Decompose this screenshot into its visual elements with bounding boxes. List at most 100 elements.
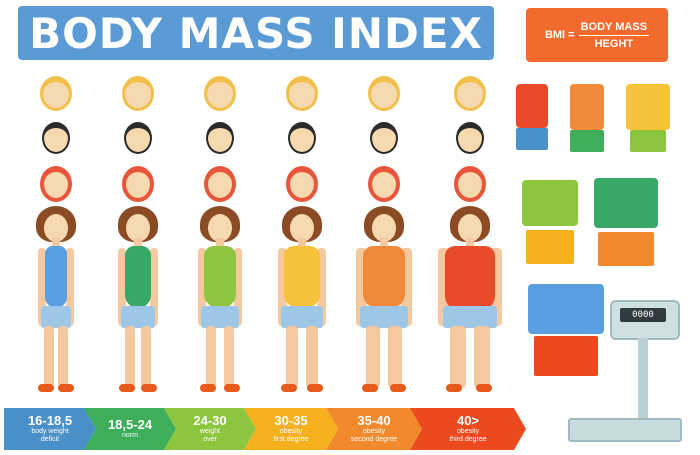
red-hair-face-icon: [454, 166, 486, 202]
scale-head: 0000: [610, 300, 680, 340]
woman-shoe: [390, 384, 406, 392]
bmi-segment: 35-40 obesity second degree: [326, 408, 422, 450]
bmi-category-bar: 16-18,5 body weight deficit 18,5-24 norm…: [4, 408, 534, 450]
woman-arm: [278, 248, 287, 326]
woman-leg: [206, 326, 216, 388]
woman-leg: [58, 326, 68, 388]
bmi-desc: first degree: [273, 436, 309, 443]
red-hair-face-icon: [40, 166, 72, 202]
swimsuit-top-icon: [516, 84, 548, 128]
woman-shorts: [121, 306, 155, 328]
woman-arm: [198, 248, 206, 326]
woman-arm: [234, 248, 242, 326]
woman-head: [44, 214, 68, 242]
clothes-set-green: [564, 84, 610, 166]
bmi-desc: deficit: [40, 436, 60, 443]
woman-shoe: [224, 384, 240, 392]
woman-leg: [306, 326, 318, 388]
formula-numerator: BODY MASS: [578, 21, 650, 36]
bmi-desc: over: [203, 436, 217, 443]
woman-leg: [125, 326, 135, 388]
woman-arm: [317, 248, 326, 326]
clothes-set-blue: [510, 84, 554, 166]
bmi-segment: 30-35 obesity first degree: [244, 408, 338, 450]
woman-neck: [216, 238, 224, 248]
woman-shoe: [476, 384, 492, 392]
shorts-icon: [526, 230, 574, 264]
woman-leg: [286, 326, 298, 388]
page-title: BODY MASS INDEX: [29, 8, 483, 58]
woman-neck: [52, 238, 60, 248]
bmi-range: 40>: [456, 413, 480, 428]
woman-leg: [450, 326, 466, 388]
bmi-segment: 40> obesity third degree: [410, 408, 526, 450]
bmi-desc: third degree: [449, 436, 487, 443]
woman-arm: [401, 248, 412, 326]
blonde-face-icon: [40, 76, 72, 111]
bmi-segment: 18,5-24 norm: [84, 408, 176, 450]
woman-arm: [150, 248, 158, 326]
bmi-segment: 16-18,5 body weight deficit: [4, 408, 96, 450]
figure-obesity-2: [344, 70, 424, 400]
dark-hair-face-icon: [288, 122, 316, 154]
tshirt-icon: [522, 180, 578, 226]
woman-neck: [298, 238, 306, 248]
woman-shoe: [38, 384, 54, 392]
dark-hair-face-icon: [456, 122, 484, 154]
figure-norm: [98, 70, 178, 400]
woman-shoe: [307, 384, 323, 392]
woman-head: [372, 214, 396, 242]
woman-arm: [38, 248, 46, 326]
bmi-desc: weight: [199, 428, 221, 435]
shorts-icon: [598, 232, 654, 266]
bmi-desc: obesity: [279, 428, 303, 435]
clothes-set-teal: [592, 178, 660, 270]
woman-head: [458, 214, 482, 242]
scale-platform: [568, 418, 682, 442]
bmi-segment: 24-30 weight over: [164, 408, 256, 450]
blonde-face-icon: [204, 76, 236, 111]
weight-scale-icon: 0000: [568, 300, 682, 450]
dark-hair-face-icon: [42, 122, 70, 154]
woman-shorts: [281, 306, 323, 328]
woman-swimsuit: [445, 246, 495, 310]
woman-leg: [366, 326, 380, 388]
woman-shoe: [119, 384, 135, 392]
woman-shoe: [281, 384, 297, 392]
woman-leg: [141, 326, 151, 388]
bmi-desc: obesity: [362, 428, 386, 435]
woman-leg: [474, 326, 490, 388]
figure-obesity-1: [262, 70, 342, 400]
blonde-face-icon: [454, 76, 486, 111]
woman-shorts: [360, 306, 408, 328]
formula-fraction: BODY MASS HEGHT: [578, 21, 650, 50]
woman-neck: [466, 238, 474, 248]
woman-shoe: [362, 384, 378, 392]
woman-shoe: [200, 384, 216, 392]
woman-leg: [388, 326, 402, 388]
woman-neck: [134, 238, 142, 248]
woman-arm: [356, 248, 367, 326]
woman-shorts: [201, 306, 239, 328]
bmi-desc: body weight: [31, 428, 69, 435]
bmi-desc: obesity: [456, 428, 480, 435]
bmi-range: 30-35: [274, 413, 308, 428]
woman-shoe: [141, 384, 157, 392]
bmi-range: 16-18,5: [27, 413, 73, 428]
title-banner: BODY MASS INDEX: [18, 6, 494, 60]
shorts-icon: [630, 130, 666, 152]
woman-swimsuit: [284, 246, 320, 308]
red-hair-face-icon: [368, 166, 400, 202]
bmi-formula: BMI = BODY MASS HEGHT: [526, 8, 668, 62]
figure-overweight: [180, 70, 260, 400]
bmi-range: 24-30: [193, 413, 227, 428]
red-hair-face-icon: [286, 166, 318, 202]
shorts-icon: [516, 128, 548, 150]
scale-pole: [638, 338, 648, 420]
formula-denominator: HEGHT: [594, 37, 634, 50]
figure-underweight: [16, 70, 96, 400]
bmi-desc: norm: [122, 432, 138, 439]
woman-swimsuit: [45, 246, 67, 308]
woman-swimsuit: [125, 246, 151, 308]
woman-head: [208, 214, 232, 242]
